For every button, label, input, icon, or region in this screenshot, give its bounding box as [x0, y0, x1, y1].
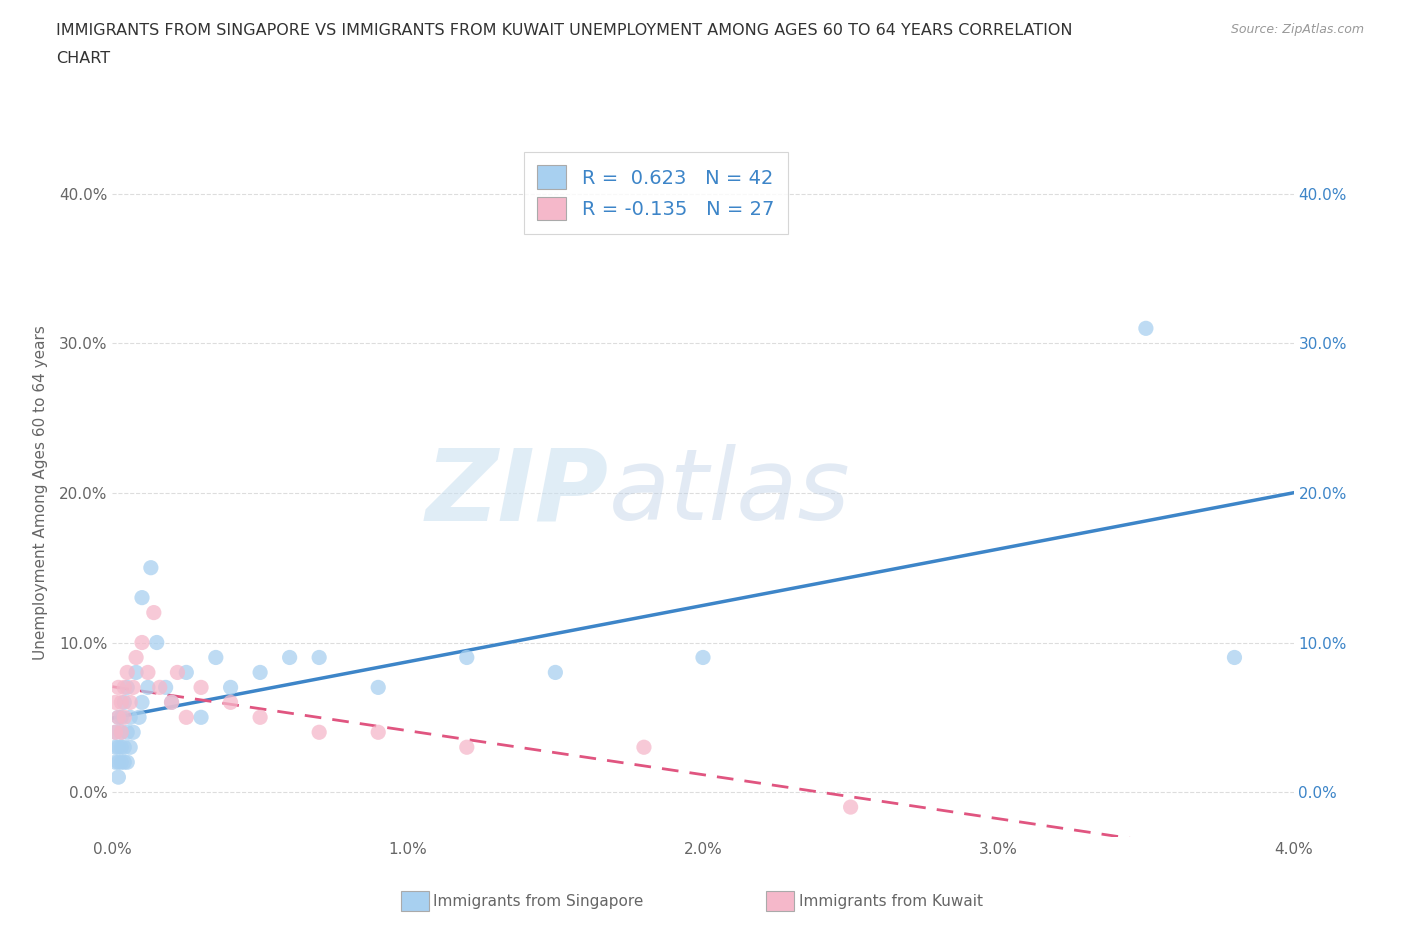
Point — [278, 650, 301, 665]
Point — [839, 800, 862, 815]
Point — [249, 710, 271, 724]
Text: atlas: atlas — [609, 445, 851, 541]
Point — [136, 665, 159, 680]
Point — [112, 695, 135, 710]
Point — [117, 724, 138, 739]
Point — [125, 650, 148, 665]
Point — [110, 739, 132, 754]
Point — [190, 710, 212, 724]
Point — [107, 680, 129, 695]
Point — [219, 680, 242, 695]
Point — [139, 560, 162, 575]
Point — [190, 680, 212, 695]
Point — [166, 665, 188, 680]
Point — [155, 680, 177, 695]
Point — [367, 724, 389, 739]
Point — [205, 650, 228, 665]
Point — [544, 665, 567, 680]
Point — [633, 739, 655, 754]
Point — [131, 695, 153, 710]
Point — [149, 680, 172, 695]
Point — [110, 695, 132, 710]
Text: Source: ZipAtlas.com: Source: ZipAtlas.com — [1230, 23, 1364, 36]
Point — [112, 710, 135, 724]
Point — [249, 665, 271, 680]
Point — [117, 755, 138, 770]
Text: IMMIGRANTS FROM SINGAPORE VS IMMIGRANTS FROM KUWAIT UNEMPLOYMENT AMONG AGES 60 T: IMMIGRANTS FROM SINGAPORE VS IMMIGRANTS … — [56, 23, 1073, 38]
Point — [117, 665, 138, 680]
Point — [219, 695, 242, 710]
Point — [308, 724, 330, 739]
Point — [107, 770, 129, 785]
Legend: R =  0.623   N = 42, R = -0.135   N = 27: R = 0.623 N = 42, R = -0.135 N = 27 — [523, 152, 787, 234]
Point — [107, 755, 129, 770]
Point — [174, 665, 197, 680]
Point — [125, 665, 148, 680]
Y-axis label: Unemployment Among Ages 60 to 64 years: Unemployment Among Ages 60 to 64 years — [32, 326, 48, 660]
Point — [456, 650, 478, 665]
Point — [107, 739, 129, 754]
Point — [131, 635, 153, 650]
Point — [160, 695, 183, 710]
Point — [1135, 321, 1157, 336]
Point — [104, 739, 127, 754]
Point — [692, 650, 714, 665]
Point — [107, 710, 129, 724]
Point — [104, 755, 127, 770]
Point — [107, 710, 129, 724]
Point — [110, 724, 132, 739]
Point — [110, 724, 132, 739]
Text: Immigrants from Singapore: Immigrants from Singapore — [433, 894, 644, 909]
Text: ZIP: ZIP — [426, 445, 609, 541]
Point — [174, 710, 197, 724]
Point — [110, 755, 132, 770]
Point — [146, 635, 169, 650]
Point — [112, 739, 135, 754]
Point — [367, 680, 389, 695]
Point — [104, 724, 127, 739]
Text: CHART: CHART — [56, 51, 110, 66]
Point — [104, 724, 127, 739]
Point — [120, 695, 142, 710]
Point — [112, 680, 135, 695]
Point — [110, 710, 132, 724]
Point — [120, 710, 142, 724]
Text: Immigrants from Kuwait: Immigrants from Kuwait — [799, 894, 983, 909]
Point — [136, 680, 159, 695]
Point — [117, 680, 138, 695]
Point — [122, 724, 145, 739]
Point — [160, 695, 183, 710]
Point — [1223, 650, 1246, 665]
Point — [104, 695, 127, 710]
Point — [131, 591, 153, 605]
Point — [308, 650, 330, 665]
Point — [120, 739, 142, 754]
Point — [142, 605, 165, 620]
Point — [122, 680, 145, 695]
Point — [456, 739, 478, 754]
Point — [112, 755, 135, 770]
Point — [128, 710, 150, 724]
